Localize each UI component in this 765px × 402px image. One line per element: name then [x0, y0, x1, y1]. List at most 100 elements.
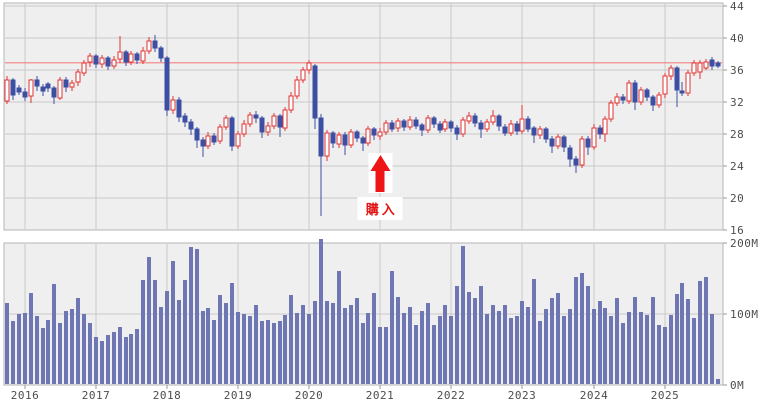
price-axis-labels: 44 40 36 32 28 24 20 16: [723, 0, 744, 237]
candle-body: [614, 96, 620, 104]
candle-body: [128, 53, 134, 63]
candle-body: [567, 147, 573, 160]
volume-bar: [242, 314, 246, 384]
candle-body: [294, 79, 300, 97]
candle-body: [182, 115, 188, 123]
volume-bar: [420, 311, 424, 384]
volume-bar: [5, 303, 9, 384]
volume-bar: [88, 323, 92, 384]
candle-body: [200, 139, 206, 147]
candle-body: [561, 136, 567, 148]
volume-bar: [295, 313, 299, 384]
candle-body: [229, 117, 235, 147]
candle-body: [454, 127, 460, 135]
candle-body: [401, 120, 407, 128]
volume-bar: [177, 300, 181, 384]
volume-bar: [491, 305, 495, 384]
volume-bar: [443, 305, 447, 384]
volume-bar: [343, 308, 347, 384]
volume-bar: [479, 286, 483, 384]
volume-bar: [692, 318, 696, 384]
volume-bar: [171, 261, 175, 384]
candle-body: [502, 126, 508, 134]
year-axis-labels: 2016 2017 2018 2019 2020 2021 2022 2023 2024 2025: [11, 385, 679, 402]
candle-body: [620, 96, 626, 101]
volume-bar: [94, 337, 98, 384]
price-tick-label: 20: [730, 192, 744, 205]
volume-bar: [236, 312, 240, 384]
volume-bar: [378, 327, 382, 384]
volume-bar: [141, 280, 145, 384]
candle-body: [51, 87, 57, 98]
volume-tick-label: 100M: [730, 308, 759, 321]
volume-bar: [467, 292, 471, 384]
volume-bar: [390, 271, 394, 384]
volume-bar: [70, 309, 74, 384]
candle-body: [63, 79, 69, 88]
volume-bar: [627, 312, 631, 384]
year-tick-label: 2024: [580, 389, 609, 402]
volume-bar: [260, 321, 264, 384]
candle-body: [679, 90, 685, 94]
volume-bar: [307, 314, 311, 384]
candle-body: [271, 115, 277, 127]
volume-bar: [201, 311, 205, 384]
candle-body: [549, 138, 555, 147]
price-panel: [3, 2, 724, 231]
candle-body: [318, 117, 324, 157]
candle-body: [300, 69, 306, 81]
candle-body: [662, 75, 668, 95]
volume-bar: [503, 305, 507, 384]
candle-body: [632, 82, 638, 103]
year-tick-label: 2021: [366, 389, 395, 402]
volume-bar: [396, 297, 400, 384]
candle-body: [69, 82, 75, 88]
candle-body: [28, 79, 34, 97]
candle-body: [419, 124, 425, 131]
volume-bar: [633, 297, 637, 384]
candle-body: [602, 118, 608, 135]
volume-bar: [461, 246, 465, 384]
volume-tick-label: 0M: [730, 379, 744, 392]
candle-body: [105, 57, 111, 67]
candle-body: [282, 109, 288, 129]
candle-body: [140, 50, 146, 62]
volume-bar: [473, 298, 477, 384]
candle-body: [34, 79, 40, 87]
candle-body: [158, 47, 164, 59]
volume-bar: [414, 325, 418, 384]
volume-bar: [248, 316, 252, 384]
volume-bar: [206, 308, 210, 384]
candle-body: [460, 119, 466, 135]
candle-body: [709, 59, 715, 67]
volume-bar: [497, 311, 501, 384]
candle-body: [703, 61, 709, 69]
volume-bar: [526, 307, 530, 384]
volume-bar: [361, 323, 365, 384]
volume-bar: [550, 298, 554, 384]
volume-bar: [195, 249, 199, 384]
volume-bar: [230, 283, 234, 384]
candle-body: [525, 118, 531, 130]
candle-body: [360, 137, 366, 144]
volume-bar: [603, 308, 607, 384]
volume-bar: [408, 307, 412, 384]
volume-bar: [621, 323, 625, 384]
candle-body: [93, 55, 99, 65]
candle-body: [111, 59, 117, 67]
volume-bar: [432, 325, 436, 384]
candle-body: [674, 67, 680, 91]
volume-bar: [76, 298, 80, 384]
volume-bar: [218, 295, 222, 384]
volume-bar: [615, 298, 619, 384]
volume-bar: [686, 299, 690, 384]
candle-body: [579, 138, 585, 166]
candle-body: [496, 115, 502, 127]
candle-body: [288, 95, 294, 111]
volume-bar: [159, 307, 163, 384]
volume-bar: [580, 273, 584, 384]
volume-bar: [520, 301, 524, 384]
volume-bar: [455, 286, 459, 384]
volume-bar: [254, 305, 258, 384]
candle-body: [537, 128, 543, 136]
